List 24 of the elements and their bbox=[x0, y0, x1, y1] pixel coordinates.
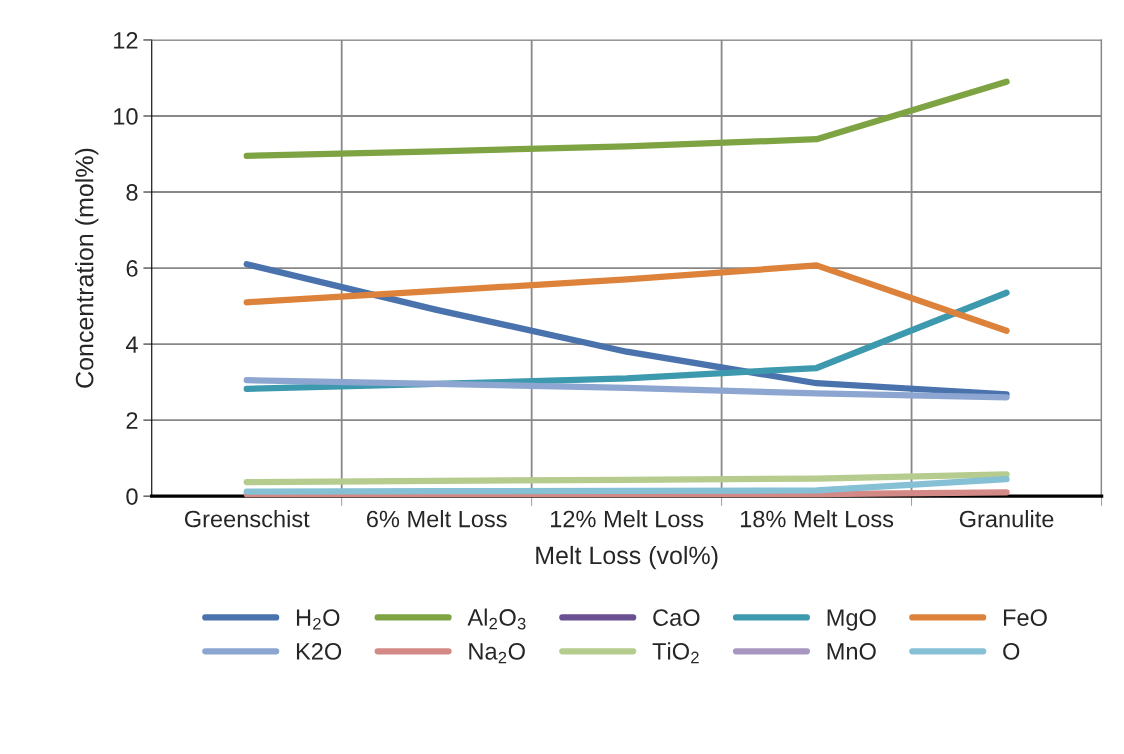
y-tick-label: 10 bbox=[114, 108, 138, 125]
y-tick-label: 12 bbox=[114, 32, 138, 49]
x-tick-label: 18% Melt Loss bbox=[740, 510, 894, 528]
x-axis-title: Melt Loss (vol%) bbox=[536, 545, 718, 570]
x-tick-label: 12% Melt Loss bbox=[551, 510, 704, 528]
y-tick-label: 6 bbox=[126, 260, 138, 277]
x-tick-label: Granulite bbox=[959, 510, 1054, 528]
y-axis-title: Concentration (mol%) bbox=[75, 148, 99, 388]
x-tick-label: Greenschist bbox=[184, 510, 310, 528]
y-tick-label: 8 bbox=[126, 184, 138, 201]
legend-label: TiO$_{2}$ bbox=[652, 642, 699, 664]
legend-label: O bbox=[1003, 643, 1020, 660]
x-tick-label: 6% Melt Loss bbox=[367, 510, 507, 528]
y-tick-label: 2 bbox=[126, 412, 138, 429]
legend-label: CaO bbox=[653, 609, 700, 626]
legend-label: H$_{2}$O bbox=[296, 609, 340, 630]
legend-label: Al$_{2}$O$_{3}$ bbox=[467, 608, 526, 630]
legend-label: MgO bbox=[827, 609, 876, 631]
legend-label: FeO bbox=[1003, 609, 1047, 626]
legend-label: Na$_{2}$O bbox=[469, 643, 525, 664]
y-tick-label: 4 bbox=[125, 336, 138, 353]
legend-label: K2O bbox=[296, 643, 342, 660]
legend-label: MnO bbox=[827, 643, 876, 660]
y-tick-label: 0 bbox=[126, 488, 138, 505]
